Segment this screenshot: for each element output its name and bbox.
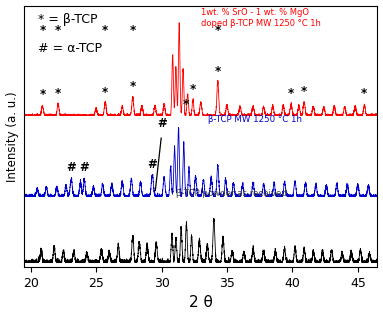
Y-axis label: Intensity (a. u.): Intensity (a. u.): [6, 91, 18, 182]
Text: *: *: [214, 24, 221, 37]
Text: #: #: [147, 158, 157, 171]
Text: *: *: [102, 24, 108, 37]
X-axis label: 2 θ: 2 θ: [189, 295, 213, 310]
Text: *: *: [183, 98, 189, 111]
Text: β-TCP powder as received: β-TCP powder as received: [176, 189, 287, 198]
Text: 1wt. % SrO - 1 wt. % MgO
doped β-TCP MW 1250 °C 1h: 1wt. % SrO - 1 wt. % MgO doped β-TCP MW …: [201, 8, 321, 28]
Text: #: #: [157, 117, 167, 130]
Text: #: #: [66, 161, 76, 174]
Text: *: *: [55, 24, 61, 37]
Text: *: *: [361, 87, 367, 100]
Text: *: *: [102, 86, 108, 99]
Text: β-TCP MW 1250 °C 1h: β-TCP MW 1250 °C 1h: [208, 115, 302, 125]
Text: # = α-TCP: # = α-TCP: [38, 42, 102, 55]
Text: *: *: [288, 87, 294, 100]
Text: *: *: [129, 24, 136, 37]
Text: *: *: [190, 83, 196, 96]
Text: *: *: [129, 80, 136, 93]
Text: *: *: [55, 87, 61, 100]
Text: *: *: [39, 88, 46, 101]
Text: *: *: [214, 65, 221, 78]
Text: #: #: [79, 161, 89, 174]
Text: *: *: [301, 84, 307, 98]
Text: * = β-TCP: * = β-TCP: [38, 13, 98, 27]
Text: *: *: [39, 24, 46, 37]
